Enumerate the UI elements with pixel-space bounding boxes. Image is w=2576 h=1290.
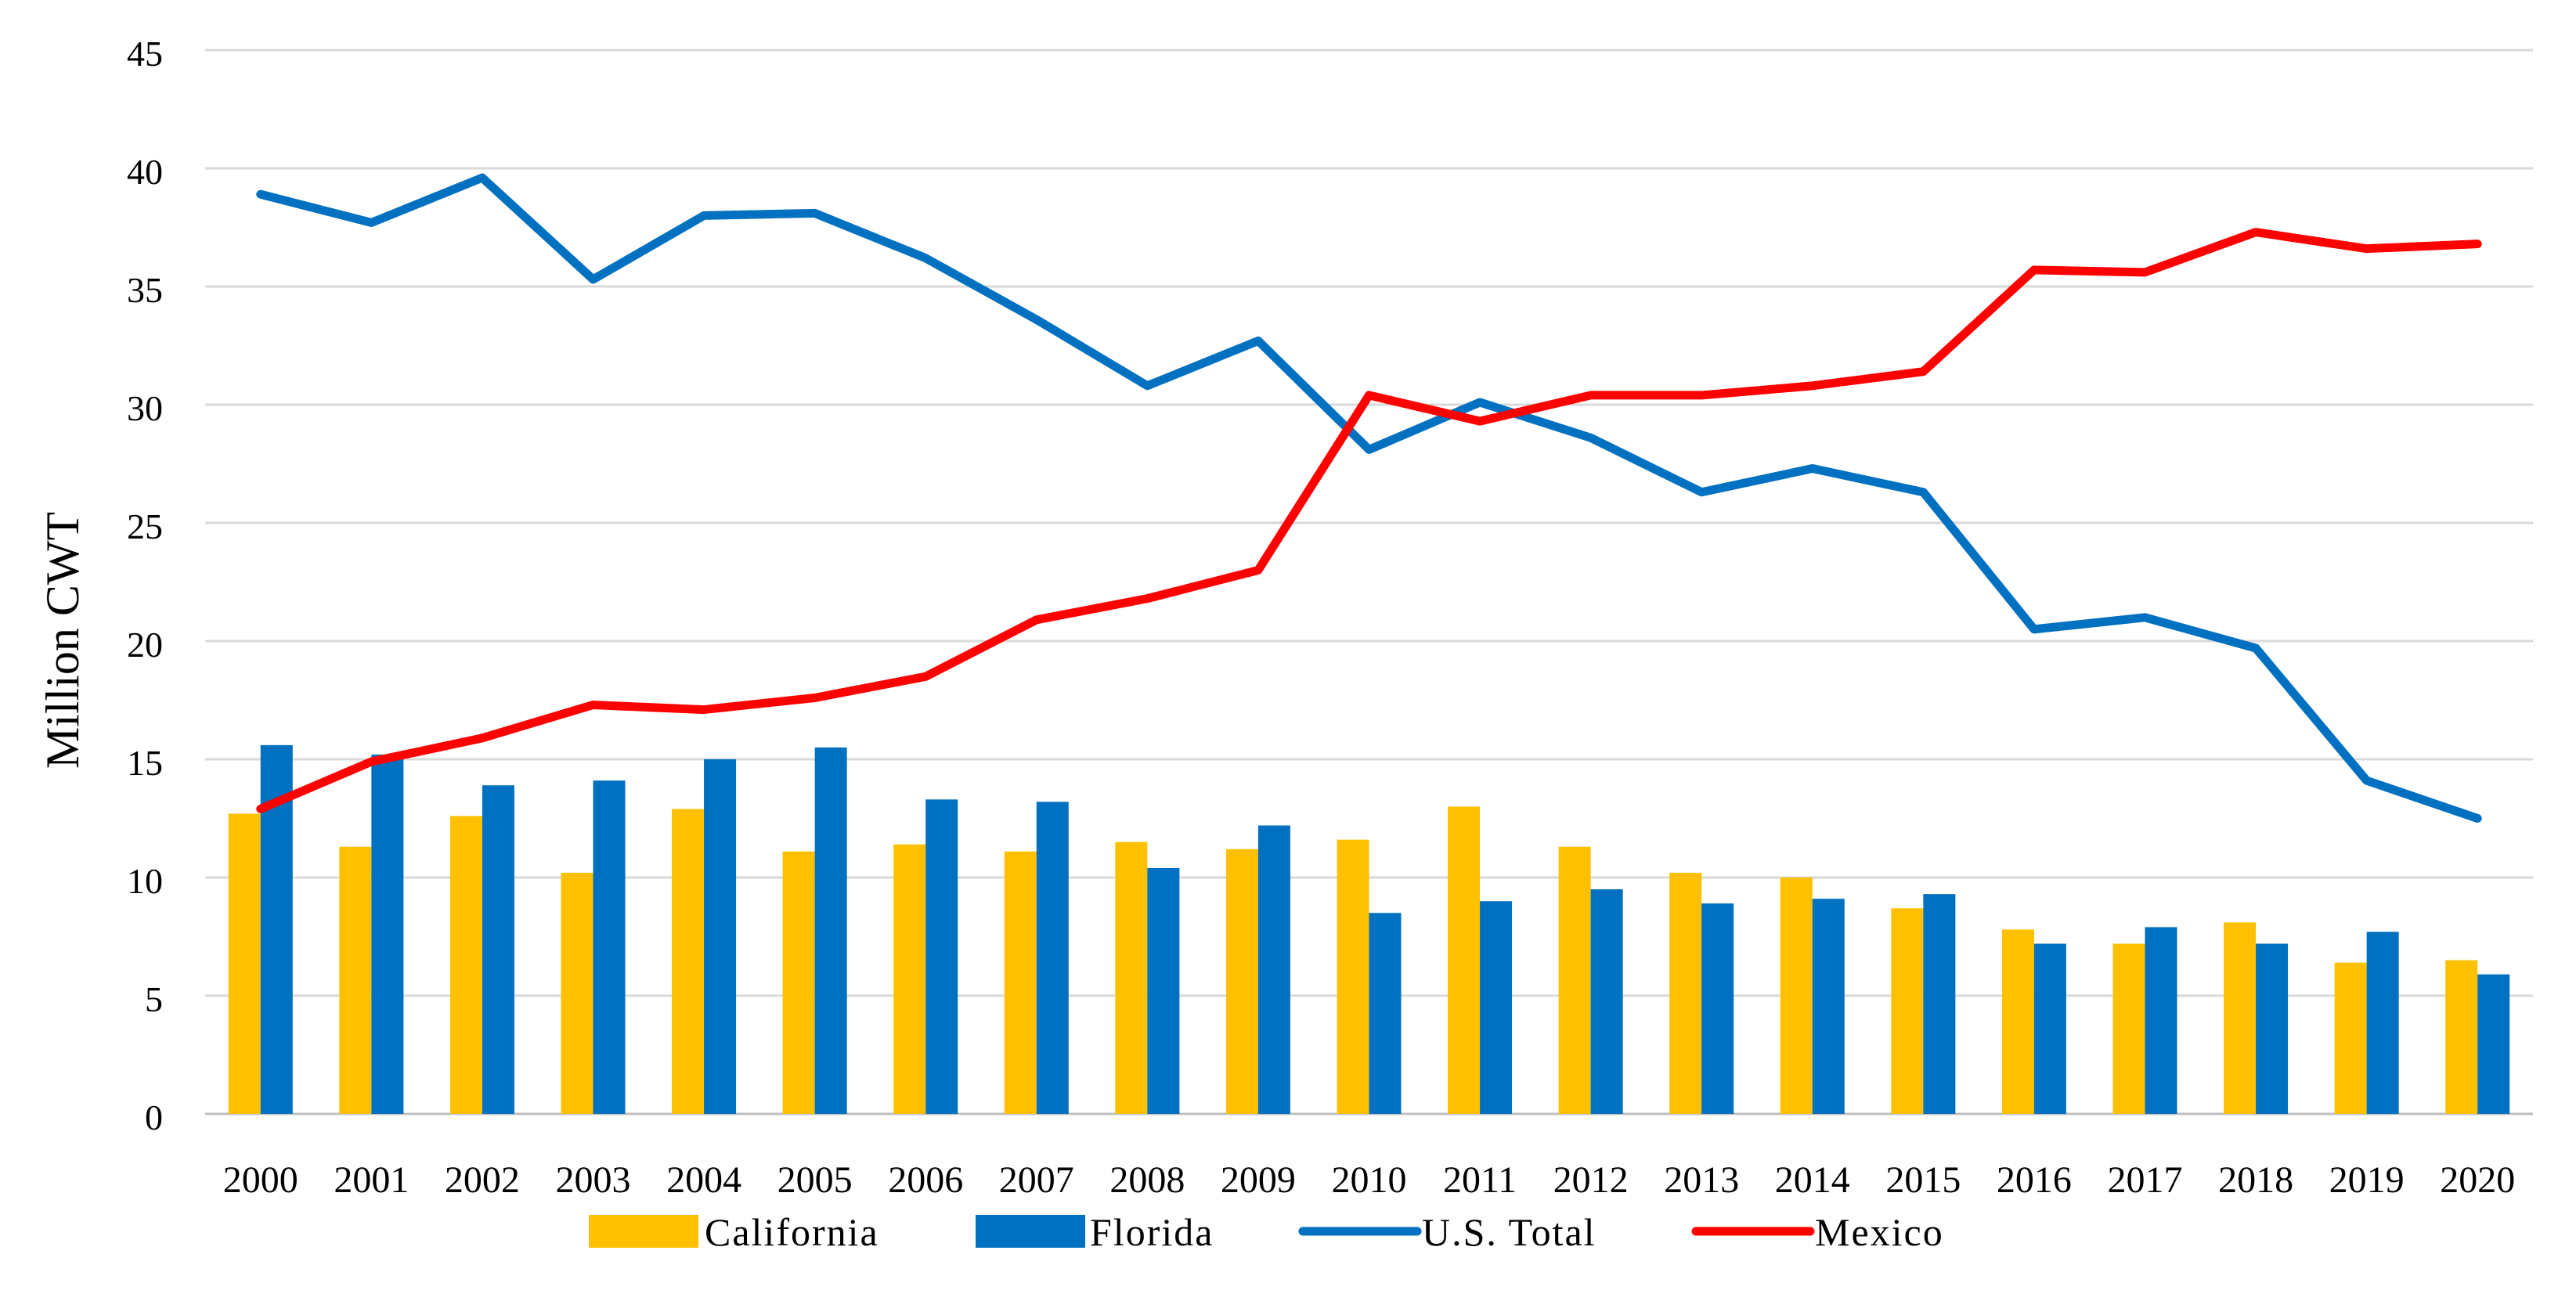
legend: California Florida U.S. Total Mexico (589, 1210, 1944, 1254)
y-tick-label: 40 (127, 152, 163, 192)
x-tick-label: 2020 (2440, 1159, 2515, 1201)
bar-california (1891, 908, 1924, 1114)
x-tick-label: 2000 (223, 1159, 298, 1201)
x-tick-label: 2009 (1221, 1159, 1296, 1201)
bar-florida (925, 799, 958, 1114)
bar-florida (1257, 825, 1290, 1114)
x-tick-label: 2014 (1775, 1159, 1850, 1201)
bar-florida (1480, 901, 1513, 1114)
bar-california (1115, 841, 1148, 1114)
bar-florida (371, 754, 404, 1114)
y-tick-label: 0 (145, 1097, 163, 1137)
bar-florida (704, 759, 737, 1114)
bar-california (672, 809, 705, 1114)
y-tick-labels: 0 5 10 15 20 25 30 35 40 45 (127, 34, 163, 1137)
bar-florida (1147, 867, 1180, 1114)
y-tick-label: 5 (145, 979, 163, 1019)
bar-florida (1812, 899, 1845, 1114)
x-tick-label: 2016 (1997, 1159, 2072, 1201)
x-tick-label: 2004 (666, 1159, 741, 1201)
bar-florida (2033, 943, 2066, 1114)
bar-florida (2145, 927, 2177, 1114)
bar-california (1225, 849, 1258, 1114)
bar-california (1558, 846, 1591, 1114)
bar-california (1448, 806, 1481, 1114)
line-series (256, 173, 2482, 823)
bar-florida (2477, 974, 2510, 1114)
y-tick-label: 45 (127, 34, 163, 74)
x-tick-label: 2003 (556, 1159, 631, 1201)
y-tick-label: 25 (127, 506, 163, 546)
bar-florida (482, 785, 514, 1114)
bar-florida (1701, 903, 1734, 1114)
x-tick-label: 2011 (1443, 1159, 1517, 1201)
y-tick-label: 15 (127, 743, 163, 783)
line-u-s-total (256, 173, 2482, 823)
x-tick-label: 2008 (1109, 1159, 1185, 1201)
x-tick-label: 2001 (334, 1159, 409, 1201)
x-tick-labels: 2000 2001 2002 2003 2004 2005 2006 2007 2008 2009… (223, 1159, 2515, 1201)
bar-florida (2256, 943, 2289, 1114)
x-tick-label: 2012 (1553, 1159, 1629, 1201)
x-tick-label: 2007 (999, 1159, 1074, 1201)
bar-florida (1369, 913, 1402, 1114)
x-tick-label: 2017 (2108, 1159, 2183, 1201)
bar-california (449, 816, 482, 1114)
legend-label-california: California (705, 1210, 879, 1254)
bar-california (561, 872, 593, 1114)
x-tick-label: 2005 (777, 1159, 853, 1201)
legend-swatch-california (589, 1215, 698, 1248)
bar-california (1669, 872, 1702, 1114)
x-tick-label: 2002 (445, 1159, 520, 1201)
x-tick-label: 2010 (1332, 1159, 1407, 1201)
bar-california (1337, 839, 1369, 1114)
bar-california (2224, 922, 2257, 1114)
bar-california (228, 813, 261, 1114)
legend-label-u-s-total: U.S. Total (1422, 1210, 1596, 1254)
x-tick-label: 2013 (1664, 1159, 1739, 1201)
bar-california (2334, 962, 2367, 1114)
y-tick-label: 30 (127, 388, 163, 428)
bar-florida (1036, 802, 1069, 1114)
y-axis-label: Million CWT (37, 512, 88, 769)
x-tick-label: 2006 (888, 1159, 963, 1201)
x-tick-label: 2018 (2218, 1159, 2293, 1201)
bar-florida (814, 747, 847, 1114)
x-tick-label: 2015 (1885, 1159, 1961, 1201)
bar-california (1780, 877, 1813, 1114)
bar-california (782, 851, 815, 1114)
bar-series (228, 744, 2510, 1114)
bar-florida (1590, 889, 1623, 1114)
legend-swatch-florida (976, 1215, 1085, 1248)
bar-california (2445, 960, 2478, 1114)
y-tick-label: 10 (127, 861, 163, 901)
bar-california (2001, 929, 2034, 1114)
y-tick-label: 35 (127, 270, 163, 310)
bar-florida (593, 780, 626, 1114)
bar-california (2112, 943, 2145, 1114)
bar-california (893, 844, 926, 1114)
y-tick-label: 20 (127, 625, 163, 665)
bar-california (339, 846, 372, 1114)
bar-california (1004, 851, 1037, 1114)
x-tick-label: 2019 (2329, 1159, 2405, 1201)
legend-label-florida: Florida (1090, 1210, 1214, 1254)
line-mexico (256, 228, 2482, 813)
bar-florida (1923, 894, 1956, 1114)
bar-florida (2366, 931, 2399, 1114)
legend-label-mexico: Mexico (1815, 1210, 1944, 1254)
